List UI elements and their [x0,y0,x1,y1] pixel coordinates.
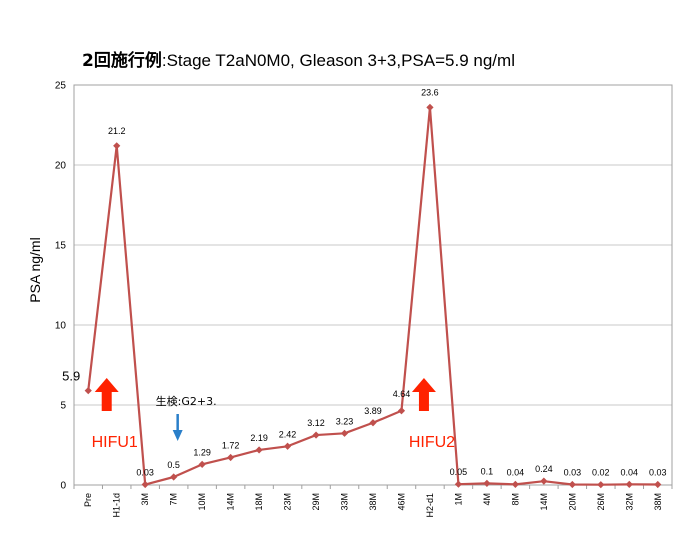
data-label: 0.03 [649,468,667,478]
x-tick-label: 7M [169,493,179,506]
y-tick-label: 20 [55,161,67,172]
x-tick-label: 3M [140,493,150,506]
chart-title: 2回施行例:Stage T2aN0M0, Gleason 3+3,PSA=5.9… [82,50,515,71]
x-tick-label: 38M [653,493,663,511]
data-label: 0.24 [535,464,553,474]
data-point [397,407,406,415]
data-point [540,477,548,485]
biopsy-note: 生検:G2+3. [156,394,217,408]
y-tick-label: 15 [55,241,67,252]
hifu-label: HIFU2 [409,434,455,451]
x-tick-label: 1M [453,493,463,506]
chart-subtitle: :Stage T2aN0M0, Gleason 3+3,PSA=5.9 ng/m… [162,51,515,70]
data-label: 3.12 [307,418,325,428]
data-point [170,473,178,481]
annotations: HIFU1 HIFU2 生検:G2+3. [92,378,455,451]
data-labels: 5.9 21.2 0.03 0.5 1.29 1.72 2.19 2.42 3.12 3.23 3.… [62,87,666,477]
data-label: 0.03 [136,468,154,478]
data-point [568,480,576,489]
x-tick-label: 14M [226,493,236,511]
biopsy-arrow-icon-head [172,430,183,441]
data-label: 23.6 [421,87,439,97]
plot-frame [73,84,673,486]
data-point [198,460,206,468]
data-point [141,480,149,489]
data-label: 2.19 [250,433,268,443]
series-line [87,106,658,486]
x-tick-label: 33M [340,493,350,511]
data-label: 0.03 [564,468,582,478]
y-tick-label: 5 [60,401,66,412]
x-tick-label: Pre [83,493,93,507]
data-label: 0.02 [592,468,610,478]
data-point [625,480,633,488]
y-axis-label: PSA ng/ml [27,237,43,302]
data-label: 21.2 [108,126,126,136]
data-point [454,480,463,488]
data-label: 0.1 [481,466,494,476]
x-tick-label: 46M [396,493,406,511]
hifu-label: HIFU1 [92,434,138,451]
x-tick-label: 20M [567,493,577,511]
y-tick-labels: 0 5 10 15 20 25 [55,81,67,492]
data-label: 0.05 [450,467,468,477]
x-tick-label: 10M [197,493,207,511]
data-point [369,419,377,427]
data-label: 5.9 [62,369,80,384]
data-point [84,387,92,395]
data-point [113,142,121,150]
y-tick-label: 0 [60,481,66,492]
data-point [511,480,519,488]
data-point [227,453,235,462]
data-label: 0.5 [167,460,180,470]
data-point [426,103,434,111]
data-label: 1.29 [193,447,211,457]
hifu-arrow-icon [411,378,436,411]
data-label: 4.64 [393,389,411,399]
data-point [255,446,263,454]
data-point [597,481,605,489]
x-tick-label: 8M [510,493,520,506]
x-tick-label: 4M [482,493,492,506]
x-tick-label: H1-1d [112,493,122,518]
data-point [312,431,320,439]
data-label: 3.23 [336,416,354,426]
data-label: 1.72 [222,440,240,450]
axes [73,84,673,489]
x-tick-label: 38M [368,493,378,511]
x-tick-label: 26M [596,493,606,511]
grid-lines [74,84,672,406]
hifu-arrow-icon [94,378,119,411]
data-point [340,429,349,437]
data-point [483,479,491,487]
x-tick-label: 23M [283,493,293,511]
y-tick-label: 25 [55,81,67,92]
data-label: 3.89 [364,406,382,416]
data-point [283,442,292,450]
y-tick-label: 10 [55,321,67,332]
data-label: 0.04 [507,467,525,477]
x-tick-label: 32M [624,493,634,511]
data-label: 2.42 [279,429,297,439]
data-label: 0.04 [621,467,639,477]
x-tick-labels: Pre H1-1d 3M 7M 10M 14M 18M 23M 29M 33M 38M 46M H2-d… [83,493,663,518]
x-tick-label: 18M [254,493,264,511]
x-tick-label: 29M [311,493,321,511]
x-tick-label: H2-d1 [425,493,435,518]
x-tick-label: 14M [539,493,549,511]
data-point [654,480,662,489]
chart-title-main: 2回施行例 [82,50,162,71]
series-psa [84,103,662,489]
